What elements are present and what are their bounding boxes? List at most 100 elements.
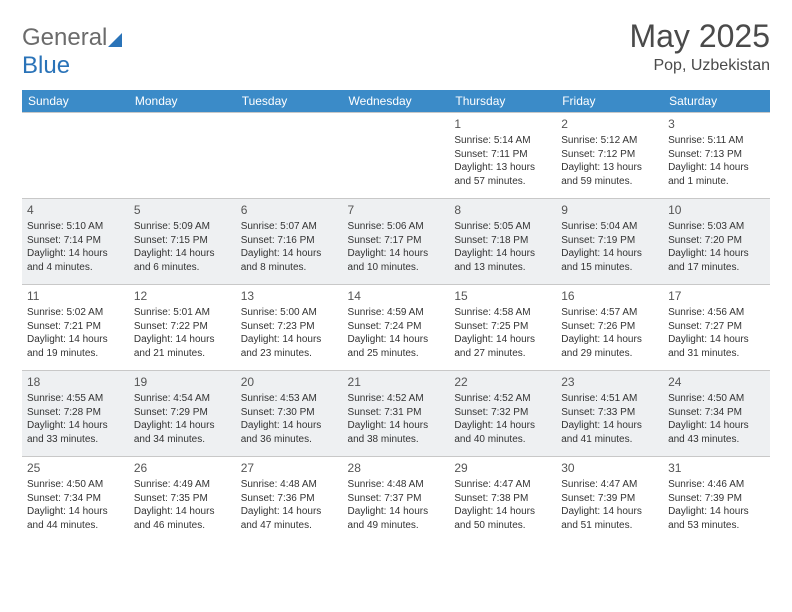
calendar-cell: 28Sunrise: 4:48 AMSunset: 7:37 PMDayligh… [343, 457, 450, 543]
sunset-text: Sunset: 7:34 PM [668, 406, 765, 420]
calendar-cell: 12Sunrise: 5:01 AMSunset: 7:22 PMDayligh… [129, 285, 236, 371]
weekday-header: Wednesday [343, 90, 450, 113]
sunset-text: Sunset: 7:33 PM [561, 406, 658, 420]
logo: General Blue [22, 18, 122, 80]
calendar-row: 18Sunrise: 4:55 AMSunset: 7:28 PMDayligh… [22, 371, 770, 457]
sunrise-text: Sunrise: 4:46 AM [668, 478, 765, 492]
sunrise-text: Sunrise: 5:03 AM [668, 220, 765, 234]
calendar-cell: 6Sunrise: 5:07 AMSunset: 7:16 PMDaylight… [236, 199, 343, 285]
weekday-header: Tuesday [236, 90, 343, 113]
page-title: May 2025 [629, 18, 770, 55]
sunrise-text: Sunrise: 4:48 AM [348, 478, 445, 492]
calendar-row: 11Sunrise: 5:02 AMSunset: 7:21 PMDayligh… [22, 285, 770, 371]
calendar-cell: 8Sunrise: 5:05 AMSunset: 7:18 PMDaylight… [449, 199, 556, 285]
logo-part2: Blue [22, 52, 70, 79]
calendar-cell: 11Sunrise: 5:02 AMSunset: 7:21 PMDayligh… [22, 285, 129, 371]
daylight-text: Daylight: 14 hours and 25 minutes. [348, 333, 445, 360]
day-number: 1 [454, 116, 551, 132]
calendar-cell: 27Sunrise: 4:48 AMSunset: 7:36 PMDayligh… [236, 457, 343, 543]
daylight-text: Daylight: 14 hours and 23 minutes. [241, 333, 338, 360]
daylight-text: Daylight: 14 hours and 44 minutes. [27, 505, 124, 532]
day-number: 21 [348, 374, 445, 390]
daylight-text: Daylight: 14 hours and 46 minutes. [134, 505, 231, 532]
weekday-header: Saturday [663, 90, 770, 113]
calendar-row: 25Sunrise: 4:50 AMSunset: 7:34 PMDayligh… [22, 457, 770, 543]
calendar-row: 4Sunrise: 5:10 AMSunset: 7:14 PMDaylight… [22, 199, 770, 285]
day-number: 6 [241, 202, 338, 218]
sunset-text: Sunset: 7:29 PM [134, 406, 231, 420]
daylight-text: Daylight: 14 hours and 47 minutes. [241, 505, 338, 532]
logo-part1: General [22, 24, 107, 51]
day-number: 7 [348, 202, 445, 218]
sunrise-text: Sunrise: 5:04 AM [561, 220, 658, 234]
daylight-text: Daylight: 14 hours and 53 minutes. [668, 505, 765, 532]
logo-triangle-icon [108, 33, 122, 47]
weekday-header-row: SundayMondayTuesdayWednesdayThursdayFrid… [22, 90, 770, 113]
sunrise-text: Sunrise: 5:10 AM [27, 220, 124, 234]
sunset-text: Sunset: 7:22 PM [134, 320, 231, 334]
title-block: May 2025 Pop, Uzbekistan [629, 18, 770, 75]
calendar-cell: 4 Sunrise: 5:10 AMSunset: 7:14 PMDaylight… [22, 199, 129, 285]
calendar-row: 1Sunrise: 5:14 AMSunset: 7:11 PMDaylight… [22, 113, 770, 199]
sunrise-text: Sunrise: 4:52 AM [348, 392, 445, 406]
sunset-text: Sunset: 7:18 PM [454, 234, 551, 248]
daylight-text: Daylight: 14 hours and 29 minutes. [561, 333, 658, 360]
sunset-text: Sunset: 7:19 PM [561, 234, 658, 248]
sunrise-text: Sunrise: 4:56 AM [668, 306, 765, 320]
weekday-header: Monday [129, 90, 236, 113]
calendar-cell [129, 113, 236, 199]
sunset-text: Sunset: 7:14 PM [27, 234, 124, 248]
sunrise-text: Sunrise: 5:07 AM [241, 220, 338, 234]
calendar-cell: 21Sunrise: 4:52 AMSunset: 7:31 PMDayligh… [343, 371, 450, 457]
day-number: 4 [27, 202, 124, 218]
sunrise-text: Sunrise: 4:54 AM [134, 392, 231, 406]
day-number: 16 [561, 288, 658, 304]
sunset-text: Sunset: 7:13 PM [668, 148, 765, 162]
day-number: 29 [454, 460, 551, 476]
daylight-text: Daylight: 14 hours and 36 minutes. [241, 419, 338, 446]
daylight-text: Daylight: 14 hours and 34 minutes. [134, 419, 231, 446]
sunset-text: Sunset: 7:38 PM [454, 492, 551, 506]
calendar-cell: 14Sunrise: 4:59 AMSunset: 7:24 PMDayligh… [343, 285, 450, 371]
daylight-text: Daylight: 14 hours and 15 minutes. [561, 247, 658, 274]
calendar-cell: 30Sunrise: 4:47 AMSunset: 7:39 PMDayligh… [556, 457, 663, 543]
day-number: 18 [27, 374, 124, 390]
day-number: 8 [454, 202, 551, 218]
calendar-cell: 2Sunrise: 5:12 AMSunset: 7:12 PMDaylight… [556, 113, 663, 199]
sunrise-text: Sunrise: 5:05 AM [454, 220, 551, 234]
sunrise-text: Sunrise: 4:55 AM [27, 392, 124, 406]
daylight-text: Daylight: 14 hours and 17 minutes. [668, 247, 765, 274]
sunset-text: Sunset: 7:31 PM [348, 406, 445, 420]
header: General Blue May 2025 Pop, Uzbekistan [22, 18, 770, 80]
sunset-text: Sunset: 7:15 PM [134, 234, 231, 248]
calendar-cell: 3Sunrise: 5:11 AMSunset: 7:13 PMDaylight… [663, 113, 770, 199]
sunrise-text: Sunrise: 4:47 AM [561, 478, 658, 492]
calendar-cell: 16Sunrise: 4:57 AMSunset: 7:26 PMDayligh… [556, 285, 663, 371]
daylight-text: Daylight: 14 hours and 4 minutes. [27, 247, 124, 274]
daylight-text: Daylight: 13 hours and 59 minutes. [561, 161, 658, 188]
day-number: 15 [454, 288, 551, 304]
sunrise-text: Sunrise: 4:59 AM [348, 306, 445, 320]
sunrise-text: Sunrise: 4:50 AM [27, 478, 124, 492]
weekday-header: Friday [556, 90, 663, 113]
sunset-text: Sunset: 7:35 PM [134, 492, 231, 506]
daylight-text: Daylight: 14 hours and 43 minutes. [668, 419, 765, 446]
sunset-text: Sunset: 7:39 PM [668, 492, 765, 506]
day-number: 30 [561, 460, 658, 476]
sunset-text: Sunset: 7:39 PM [561, 492, 658, 506]
sunrise-text: Sunrise: 5:09 AM [134, 220, 231, 234]
sunrise-text: Sunrise: 4:48 AM [241, 478, 338, 492]
day-number: 9 [561, 202, 658, 218]
calendar-cell: 22Sunrise: 4:52 AMSunset: 7:32 PMDayligh… [449, 371, 556, 457]
sunrise-text: Sunrise: 4:51 AM [561, 392, 658, 406]
day-number: 2 [561, 116, 658, 132]
calendar-cell: 9 Sunrise: 5:04 AMSunset: 7:19 PMDaylight… [556, 199, 663, 285]
sunset-text: Sunset: 7:36 PM [241, 492, 338, 506]
daylight-text: Daylight: 14 hours and 49 minutes. [348, 505, 445, 532]
sunset-text: Sunset: 7:17 PM [348, 234, 445, 248]
calendar-cell: 31Sunrise: 4:46 AMSunset: 7:39 PMDayligh… [663, 457, 770, 543]
day-number: 25 [27, 460, 124, 476]
day-number: 14 [348, 288, 445, 304]
daylight-text: Daylight: 14 hours and 41 minutes. [561, 419, 658, 446]
sunset-text: Sunset: 7:27 PM [668, 320, 765, 334]
